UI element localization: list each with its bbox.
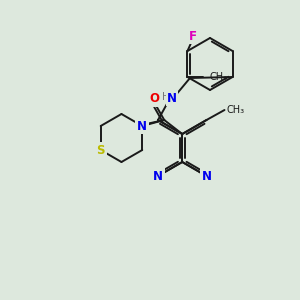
Text: F: F [188, 29, 196, 43]
Text: O: O [149, 92, 159, 106]
Text: N: N [202, 169, 212, 182]
Text: S: S [96, 143, 105, 157]
Text: CH₃: CH₃ [209, 72, 228, 82]
Text: N: N [167, 92, 177, 104]
Text: N: N [153, 169, 163, 182]
Text: N: N [137, 119, 147, 133]
Text: CH₃: CH₃ [226, 105, 244, 115]
Text: H: H [162, 92, 170, 102]
